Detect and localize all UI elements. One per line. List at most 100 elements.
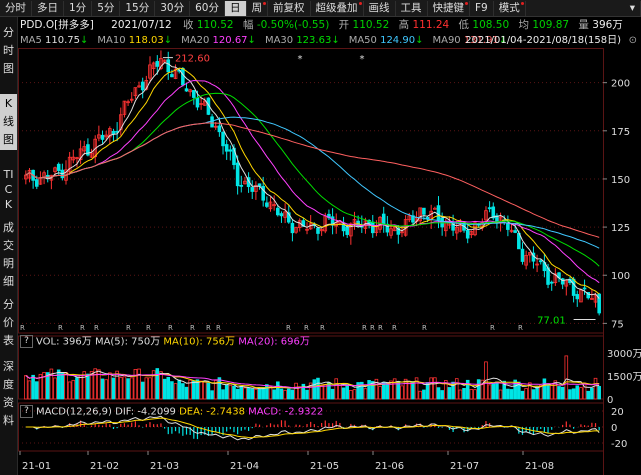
ma-label: MA20 xyxy=(181,35,213,46)
left-tab-2[interactable]: TICK xyxy=(0,166,17,213)
volume-bar xyxy=(235,388,240,400)
toolbar-item-14[interactable]: F9 xyxy=(470,0,494,16)
left-tab-0[interactable]: 分时图 xyxy=(0,23,17,79)
volume-bar xyxy=(199,380,203,400)
help-button[interactable]: ? xyxy=(20,335,33,348)
left-tab-3[interactable]: 成交明细 xyxy=(0,218,17,292)
left-tab-label: 成交明细 xyxy=(3,221,14,288)
toolbar-item-1[interactable]: 多日 xyxy=(32,0,64,16)
volume-bar xyxy=(473,389,477,400)
volume-bar xyxy=(155,368,160,400)
volume-bar xyxy=(590,387,594,400)
volume-bar xyxy=(78,374,83,400)
vol-ma10: MA(10): 756万 xyxy=(163,336,236,348)
toolbar-item-7[interactable]: 日 xyxy=(225,0,247,16)
left-tab-5[interactable]: 深度资料 xyxy=(0,357,17,431)
candle-body xyxy=(272,204,276,207)
x-tick-label-21-06: 21-06 xyxy=(375,461,404,472)
toolbar-item-2[interactable]: 1分 xyxy=(64,0,93,16)
candle-body xyxy=(133,87,138,97)
candle-body xyxy=(202,100,207,106)
settings-icon[interactable]: ⊙ xyxy=(628,35,637,46)
vol-value: 396万 xyxy=(592,19,623,31)
candle-body xyxy=(538,260,543,263)
candle-body xyxy=(170,74,174,78)
vol-ma5: MA(5): 750万 xyxy=(94,336,161,348)
r-marker-19: R xyxy=(518,324,523,332)
volume-bar xyxy=(232,385,236,400)
toolbar-item-label: 模式 xyxy=(498,1,520,14)
volume-bar xyxy=(82,371,87,400)
candle-body xyxy=(407,215,412,221)
change-value: -0.50%(-0.55) xyxy=(256,19,330,31)
volume-bar xyxy=(487,384,492,400)
candle-body xyxy=(418,207,423,222)
toolbar-item-8[interactable]: 周 xyxy=(247,0,268,16)
volume-bar xyxy=(538,384,543,400)
macd-tick-label-0: 0 xyxy=(611,423,617,434)
candle-body xyxy=(243,180,247,185)
left-tab-1[interactable]: K线图 xyxy=(0,94,17,150)
toolbar-item-0[interactable]: 分时 xyxy=(0,0,32,16)
toolbar-item-15[interactable]: 模式 xyxy=(494,0,526,16)
candle-body xyxy=(56,163,61,171)
help-button[interactable]: ? xyxy=(20,405,33,418)
candle-body xyxy=(411,215,415,223)
low-label: 低 xyxy=(458,19,470,31)
left-tab-label: K线图 xyxy=(3,97,14,146)
high-price-annotation: 212.60 xyxy=(175,54,210,65)
volume-bar xyxy=(520,390,525,400)
toolbar-item-9[interactable]: 前复权 xyxy=(268,0,311,16)
candle-body xyxy=(34,179,39,187)
left-tab-4[interactable]: 分价表 xyxy=(0,295,17,351)
toolbar-item-13[interactable]: 快捷键 xyxy=(428,0,470,16)
candle-body xyxy=(210,116,214,128)
candle-body xyxy=(250,187,255,192)
toolbar-item-label: F9 xyxy=(475,1,488,14)
ma-label: MA90 xyxy=(432,35,464,46)
toolbar-item-label: 15分 xyxy=(125,1,150,14)
candle-body xyxy=(254,185,258,192)
volume-bar xyxy=(542,378,547,400)
candle-body xyxy=(319,228,324,232)
price-tick-label-100: 100 xyxy=(611,271,630,282)
toolbar-item-label: 分时 xyxy=(5,1,26,14)
volume-tick-label-2: 0 xyxy=(607,395,613,406)
volume-bar xyxy=(159,371,163,400)
candle-body xyxy=(487,207,492,210)
volume-bar xyxy=(257,388,262,400)
x-tick-label-21-05: 21-05 xyxy=(310,461,339,472)
ma-label: MA10 xyxy=(97,35,129,46)
candle-body xyxy=(122,100,127,115)
volume-bar xyxy=(243,387,247,400)
price-tick-label-200: 200 xyxy=(611,79,630,90)
candle-body xyxy=(436,205,441,221)
volume-bar xyxy=(440,390,444,400)
vol-label: 量 xyxy=(578,19,589,31)
candle-body xyxy=(228,149,233,152)
volume-bar xyxy=(484,361,488,400)
toolbar-item-4[interactable]: 15分 xyxy=(120,0,156,16)
ma-legend-ma20: MA20 120.67↓ xyxy=(181,35,256,46)
candle-body xyxy=(593,294,598,303)
red-dot-icon xyxy=(520,1,524,5)
volume-bar xyxy=(254,388,258,400)
volume-bar xyxy=(462,388,466,400)
toolbar-item-10[interactable]: 超级叠加 xyxy=(311,0,364,16)
candle-body xyxy=(389,228,393,236)
toolbar-item-5[interactable]: 30分 xyxy=(155,0,191,16)
x-tick-label-21-03: 21-03 xyxy=(150,461,179,472)
toolbar-item-6[interactable]: 60分 xyxy=(190,0,225,16)
volume-bar xyxy=(374,378,379,400)
toolbar-item-11[interactable]: 画线 xyxy=(364,0,396,16)
low-value: 108.50 xyxy=(472,19,510,31)
toolbar-item-12[interactable]: 工具 xyxy=(396,0,428,16)
toolbar-item-3[interactable]: 5分 xyxy=(92,0,121,16)
volume-bar xyxy=(217,377,222,400)
r-marker-8: R xyxy=(206,324,211,332)
red-dot-icon xyxy=(358,1,362,5)
toolbar-item-16[interactable]: ▾ xyxy=(625,0,641,16)
candle-body xyxy=(491,206,496,219)
macd-dif: DIF: -4.2099 xyxy=(115,406,176,418)
